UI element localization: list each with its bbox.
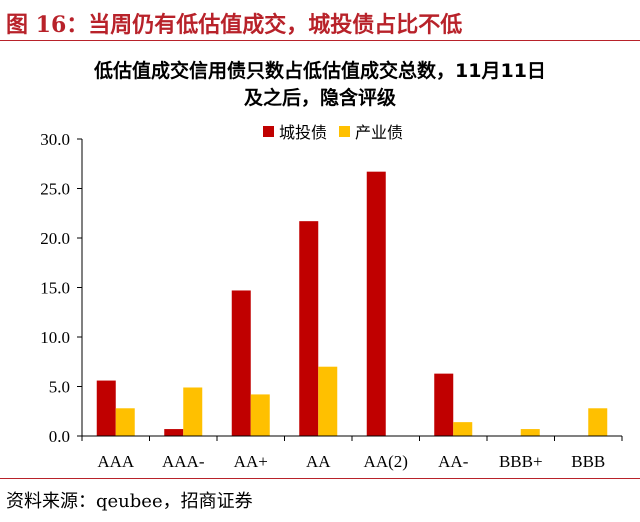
x-tick-label: AAA — [97, 452, 135, 471]
x-tick-label: BBB — [571, 452, 605, 471]
y-tick-label: 20.0 — [40, 229, 70, 248]
x-tick-label: AA — [306, 452, 331, 471]
bars — [96, 171, 608, 437]
chanye-bar — [115, 408, 135, 436]
y-tick-label: 25.0 — [40, 180, 70, 199]
y-tick-label: 0.0 — [49, 427, 70, 446]
chanye-bar — [318, 366, 338, 436]
bar-chart: 城投债 产业债 30.025.020.015.010.05.00.0 AAA AAA… — [40, 123, 623, 471]
chengtou-bar — [164, 429, 184, 436]
source-note: 资料来源：qeubee，招商证券 — [6, 491, 253, 512]
legend-swatch — [339, 126, 350, 137]
y-tick-label: 15.0 — [40, 279, 70, 298]
x-axis: AAA AAA- AA+ AA AA(2) AA- BBB+ BBB — [81, 435, 623, 471]
y-tick-label: 10.0 — [40, 328, 70, 347]
y-tick-label: 30.0 — [40, 130, 70, 149]
chengtou-bar — [96, 380, 116, 436]
figure-footer: 资料来源：qeubee，招商证券 — [0, 478, 640, 522]
chanye-bar — [520, 429, 540, 436]
chart-legend: 城投债 产业债 — [263, 123, 403, 142]
chengtou-bar — [366, 171, 386, 437]
chart-title-line-2: 及之后，隐含评级 — [243, 87, 396, 109]
chanye-bar — [250, 394, 270, 436]
y-axis: 30.0 25.0 20.0 15.0 10.0 5.0 0.0 — [40, 130, 83, 446]
x-tick-label: AA+ — [234, 452, 268, 471]
x-tick-label: BBB+ — [499, 452, 543, 471]
chengtou-bar — [299, 221, 319, 436]
chanye-bar — [183, 387, 203, 436]
chart-title-line-1: 低估值成交信用债只数占低估值成交总数，11月11日 — [94, 60, 546, 82]
legend-label: 城投债 — [279, 123, 327, 142]
chengtou-bar — [434, 373, 454, 436]
chengtou-bar — [231, 290, 251, 436]
chart-title: 低估值成交信用债只数占低估值成交总数，11月11日 及之后，隐含评级 — [0, 58, 640, 112]
chanye-bar — [588, 408, 608, 436]
chanye-bar — [453, 422, 473, 436]
figure-header: 图 16：当周仍有低估值成交，城投债占比不低 — [0, 0, 640, 41]
x-tick-label: AAA- — [162, 452, 205, 471]
figure-label: 图 16：当周仍有低估值成交，城投债占比不低 — [6, 12, 463, 38]
x-tick-label: AA(2) — [364, 452, 408, 471]
legend-swatch — [263, 126, 274, 137]
x-tick-label: AA- — [438, 452, 469, 471]
y-tick-label: 5.0 — [49, 378, 70, 397]
legend-label: 产业债 — [355, 123, 403, 142]
